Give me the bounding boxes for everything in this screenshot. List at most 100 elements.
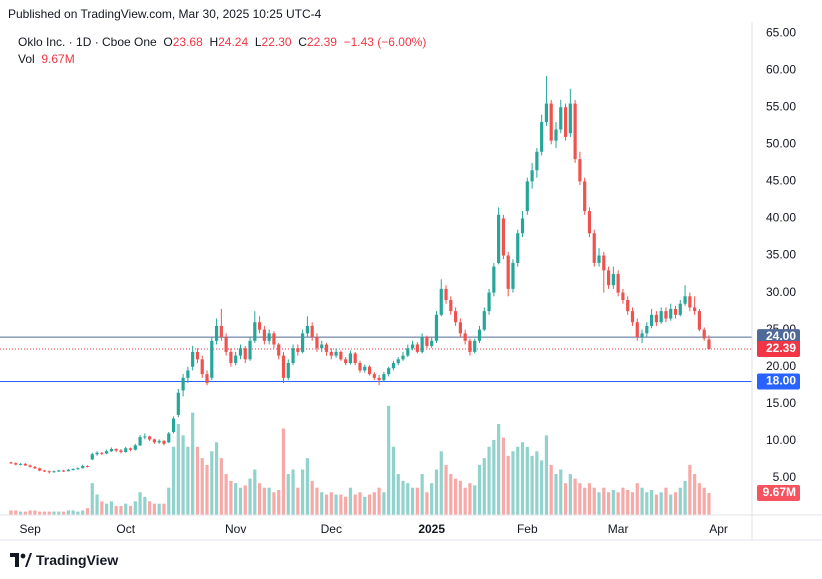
- candle-body: [14, 463, 18, 465]
- volume-bar: [511, 451, 515, 515]
- volume-bar: [621, 487, 625, 515]
- y-tick-label: 5.00: [773, 470, 797, 484]
- candle-body: [673, 308, 678, 315]
- candle-body: [640, 333, 644, 338]
- candle-body: [688, 296, 692, 308]
- price-label-box: [757, 485, 800, 502]
- price-label-box: [757, 341, 800, 358]
- volume-bar: [592, 487, 596, 515]
- candle-body: [348, 353, 353, 364]
- volume-bar: [90, 483, 94, 515]
- candle-body: [372, 374, 376, 378]
- candle-body: [324, 344, 329, 352]
- volume-bar: [530, 455, 534, 515]
- candle-body: [181, 377, 185, 391]
- candle-body: [315, 337, 319, 349]
- volume-bar: [420, 474, 424, 515]
- candle-body: [305, 325, 309, 334]
- volume-bar: [47, 511, 51, 515]
- volume-bar: [540, 460, 544, 515]
- volume-bar: [487, 446, 491, 515]
- price-label: 9.67M: [763, 485, 796, 499]
- volume-bar: [85, 508, 90, 515]
- x-tick-label: Nov: [225, 522, 246, 536]
- candle-body: [124, 448, 128, 452]
- volume-bar: [57, 511, 61, 515]
- legend: Oklo Inc. · 1D · Cboe One O23.68 H24.24 …: [18, 34, 426, 68]
- candle-body: [253, 322, 257, 341]
- volume-bar: [650, 489, 654, 515]
- candle-body: [458, 322, 462, 334]
- volume-bar: [444, 464, 448, 515]
- price-label: 18.00: [766, 374, 796, 388]
- logo: [10, 553, 32, 567]
- candle-body: [630, 311, 635, 323]
- candle-body: [162, 440, 166, 444]
- volume-bar: [415, 487, 419, 515]
- volume-bar: [664, 487, 668, 515]
- symbol: Oklo Inc. · 1D · Cboe One: [18, 35, 157, 49]
- volume-bar: [425, 492, 429, 515]
- volume-bar: [171, 446, 176, 515]
- candle-body: [143, 436, 147, 438]
- volume-bar: [124, 503, 128, 515]
- candle-body: [176, 392, 180, 415]
- x-tick-label: Feb: [517, 522, 538, 536]
- volume-bar: [281, 428, 286, 515]
- volume-bar: [305, 458, 309, 515]
- volume-bar: [396, 474, 400, 515]
- volume-bar: [18, 511, 23, 515]
- volume-bar: [267, 487, 271, 515]
- volume-bar: [587, 483, 592, 515]
- ohlc-key: C: [298, 35, 307, 49]
- volume-bar: [191, 412, 195, 515]
- y-tick-label: 10.00: [766, 433, 796, 447]
- candle-body: [186, 370, 190, 378]
- candle-body: [76, 468, 80, 470]
- candle-body: [425, 337, 429, 346]
- volume-bar: [138, 492, 142, 515]
- volume-bar: [377, 487, 381, 515]
- candle-body: [702, 329, 706, 339]
- y-tick-label: 20.00: [766, 359, 796, 373]
- volume-bar: [678, 487, 682, 515]
- volume-bar: [391, 446, 396, 515]
- volume-bar: [100, 501, 104, 515]
- volume-value: 9.67M: [41, 52, 75, 66]
- volume-bar: [224, 474, 228, 515]
- volume-bar: [506, 455, 510, 515]
- candle-body: [234, 355, 238, 364]
- candle-body: [535, 151, 539, 171]
- candle-body: [205, 374, 209, 384]
- candle-body: [85, 466, 90, 468]
- volume-bar: [257, 483, 262, 515]
- y-tick-label: 65.00: [766, 25, 796, 39]
- candle-body: [33, 466, 37, 469]
- candle-body: [453, 311, 458, 323]
- candle-body: [497, 214, 501, 263]
- volume-bar: [463, 487, 467, 515]
- candle-body: [363, 366, 367, 371]
- candle-body: [210, 340, 214, 378]
- candle-body: [549, 103, 553, 141]
- candle-body: [396, 359, 400, 364]
- candle-body: [90, 454, 94, 460]
- volume-bar: [286, 474, 290, 515]
- volume-bar: [497, 423, 501, 515]
- candle-body: [238, 348, 243, 356]
- change: −1.43 (−6.00%): [343, 35, 427, 49]
- volume-bar: [296, 487, 300, 515]
- candle-body: [410, 344, 415, 349]
- volume-bar: [119, 505, 123, 515]
- y-tick-label: 50.00: [766, 136, 796, 150]
- volume-bar: [468, 483, 472, 515]
- candle-layer: [9, 76, 711, 474]
- volume-bar: [38, 511, 42, 515]
- volume-bar: [659, 492, 663, 515]
- volume-bar: [248, 478, 252, 515]
- candle-body: [635, 322, 639, 338]
- volume-bar: [597, 492, 601, 515]
- volume-bar: [516, 446, 520, 515]
- volume-bar: [76, 511, 80, 515]
